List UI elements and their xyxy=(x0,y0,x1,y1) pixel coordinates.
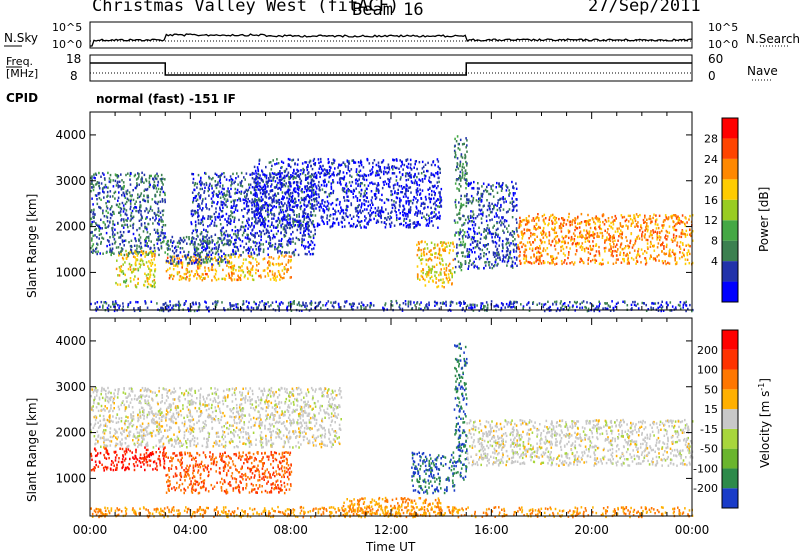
power-colorbar-label: Power [dB] xyxy=(757,186,771,252)
x-tick-label: 12:00 xyxy=(374,523,409,537)
power-feature-0 xyxy=(90,171,167,257)
power-colorbar-tick: 8 xyxy=(711,235,718,248)
velocity-colorbar-tick: 100 xyxy=(697,364,718,377)
power-feature-2 xyxy=(165,254,292,282)
velocity-colorbar-segment xyxy=(722,369,738,390)
freq-panel-frame xyxy=(89,54,693,82)
velocity-ytick-label: 4000 xyxy=(55,334,86,348)
velocity-feature-0 xyxy=(90,446,166,472)
power-feature-5 xyxy=(253,157,443,229)
velocity-feature-5 xyxy=(453,342,468,481)
x-tick-label: 04:00 xyxy=(173,523,208,537)
velocity-colorbar-segment xyxy=(722,389,738,410)
power-colorbar-tick: 20 xyxy=(704,173,718,186)
freq-label-line1: Freq. xyxy=(6,55,34,68)
power-feature-10 xyxy=(90,299,694,313)
velocity-colorbar-tick: 50 xyxy=(704,383,718,396)
nsearch-tick-top: 10^5 xyxy=(708,21,739,34)
nsky-tick-top: 10^5 xyxy=(52,21,83,34)
nsky-panel-frame xyxy=(89,21,693,49)
power-colorbar-tick: 12 xyxy=(704,214,718,227)
freq-label-line2: [MHz] xyxy=(6,67,39,80)
nsearch-label: N.Search xyxy=(746,32,800,46)
power-colorbar-segment xyxy=(722,199,738,221)
velocity-colorbar-tick: -50 xyxy=(700,443,718,456)
x-axis-title: Time UT xyxy=(366,540,416,554)
velocity-feature-6 xyxy=(466,418,694,467)
velocity-feature-1 xyxy=(165,450,293,495)
velocity-colorbar-segment xyxy=(722,428,738,449)
nsky-tick-bottom: 10^0 xyxy=(52,38,83,51)
freq-line xyxy=(90,62,692,76)
power-ytick-label: 4000 xyxy=(55,128,86,142)
power-colorbar-segment xyxy=(722,118,738,139)
velocity-colorbar-segment xyxy=(722,468,738,489)
power-colorbar-segment xyxy=(722,138,738,159)
velocity-colorbar-segment xyxy=(722,448,738,469)
velocity-colorbar-tick: 200 xyxy=(697,344,718,357)
power-colorbar-segment xyxy=(722,261,738,282)
velocity-colorbar-label: Velocity [m s-1] xyxy=(757,378,772,468)
velocity-colorbar-segment xyxy=(722,409,738,429)
nsky-label: N.Sky xyxy=(4,31,39,45)
x-tick-label: 00:00 xyxy=(675,523,710,537)
velocity-colorbar-segment xyxy=(722,330,738,350)
power-ytick-label: 3000 xyxy=(55,174,86,188)
velocity-colorbar-tick: -100 xyxy=(693,462,718,475)
x-tick-label: 20:00 xyxy=(574,523,609,537)
velocity-ytick-label: 3000 xyxy=(55,380,86,394)
velocity-feature-4 xyxy=(411,451,456,495)
velocity-feature-2 xyxy=(90,386,343,449)
station-title: Christmas Valley West (fitACF) xyxy=(92,0,400,16)
power-colorbar-segment xyxy=(722,158,738,180)
velocity-colorbar-tick: -200 xyxy=(693,482,718,495)
power-colorbar-segment xyxy=(722,179,738,200)
velocity-ytick-label: 1000 xyxy=(55,471,86,485)
nsearch-tick-bottom: 10^0 xyxy=(708,38,739,51)
nsky-line xyxy=(90,33,693,47)
nave-tick-top: 60 xyxy=(708,52,724,66)
freq-tick-top: 18 xyxy=(66,52,82,66)
power-feature-8 xyxy=(466,180,518,270)
power-colorbar-tick: 4 xyxy=(711,255,718,268)
freq-tick-bottom: 8 xyxy=(70,69,78,83)
cpid-text: normal (fast) -151 IF xyxy=(96,92,236,106)
cpid-label: CPID xyxy=(6,91,39,105)
power-colorbar-segment xyxy=(722,281,738,302)
power-colorbar-tick: 16 xyxy=(704,194,718,207)
velocity-ytick-label: 2000 xyxy=(55,426,86,440)
velocity-colorbar-segment xyxy=(722,349,738,370)
x-tick-label: 16:00 xyxy=(474,523,509,537)
power-feature-9 xyxy=(517,212,694,266)
beam-label: Beam 16 xyxy=(352,0,424,20)
power-colorbar-segment xyxy=(722,220,738,241)
power-ytick-label: 1000 xyxy=(55,265,86,279)
velocity-colorbar-tick: 15 xyxy=(704,403,718,416)
x-tick-label: 00:00 xyxy=(73,523,108,537)
velocity-colorbar-tick: -15 xyxy=(700,423,718,436)
power-colorbar-frame xyxy=(721,117,739,303)
power-feature-6 xyxy=(416,240,456,289)
power-colorbar-segment xyxy=(722,240,738,262)
power-colorbar-tick: 28 xyxy=(704,132,718,145)
power-ytick-label: 2000 xyxy=(55,220,86,234)
velocity-colorbar-frame xyxy=(721,329,739,509)
power-ylabel: Slant Range [km] xyxy=(25,193,39,298)
power-feature-7 xyxy=(453,135,468,274)
date-label: 27/Sep/2011 xyxy=(588,0,701,16)
velocity-colorbar-segment xyxy=(722,488,738,508)
velocity-ylabel: Slant Range [km] xyxy=(25,397,39,502)
nave-tick-bottom: 0 xyxy=(708,69,716,83)
power-feature-1 xyxy=(115,249,157,289)
nave-label: Nave xyxy=(747,64,778,78)
power-colorbar-tick: 24 xyxy=(704,153,718,166)
x-tick-label: 08:00 xyxy=(273,523,308,537)
